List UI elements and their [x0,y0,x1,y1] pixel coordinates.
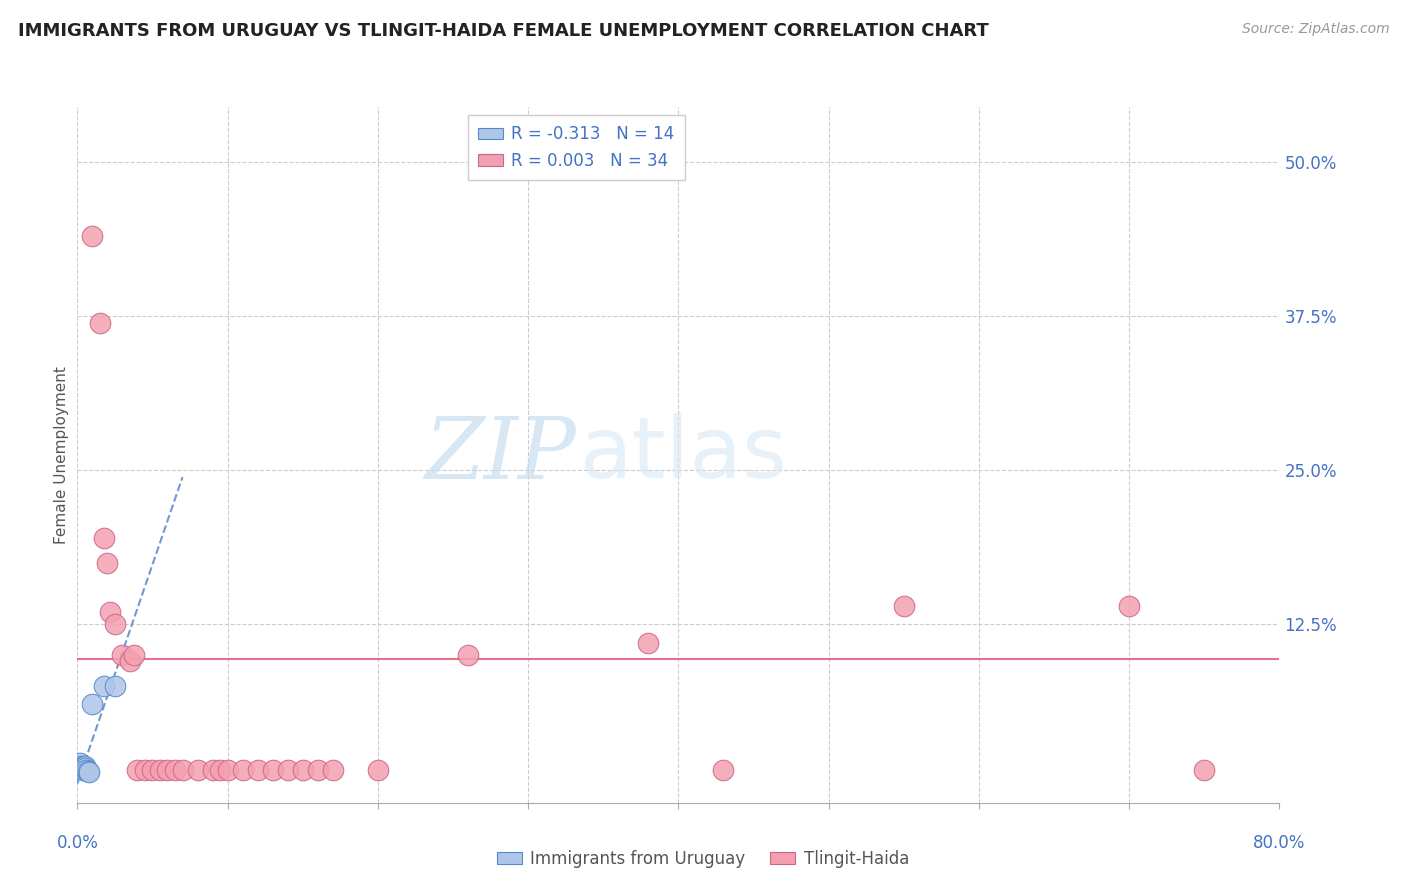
Point [104,679,127,693]
Point [75,763,97,777]
Point [118,654,141,668]
Point [246,763,269,777]
Point [291,763,314,777]
Point [127,763,149,777]
Point [262,763,284,777]
Point [82,229,104,244]
Point [186,763,209,777]
Y-axis label: Female Unemployment: Female Unemployment [53,366,69,544]
Point [70,761,93,775]
Point [72,760,94,774]
Point [93,679,115,693]
Point [172,763,194,777]
Point [93,531,115,545]
Point [69,759,91,773]
Point [79,764,101,779]
Point [134,763,156,777]
Legend: Immigrants from Uruguay, Tlingit-Haida: Immigrants from Uruguay, Tlingit-Haida [491,844,915,875]
Point [76,764,98,778]
Legend: R = -0.313   N = 14, R = 0.003   N = 34: R = -0.313 N = 14, R = 0.003 N = 34 [468,115,685,179]
Point [141,763,163,777]
Point [322,763,344,777]
Text: 80.0%: 80.0% [1253,834,1306,852]
Text: 0.0%: 0.0% [56,834,98,852]
Point [156,763,179,777]
Text: IMMIGRANTS FROM URUGUAY VS TLINGIT-HAIDA FEMALE UNEMPLOYMENT CORRELATION CHART: IMMIGRANTS FROM URUGUAY VS TLINGIT-HAIDA… [18,22,988,40]
Point [1194,763,1216,777]
Point [72,763,94,777]
Point [209,763,232,777]
Point [893,599,915,613]
Point [89,316,111,330]
Point [307,763,329,777]
Point [457,648,479,662]
Point [73,759,96,773]
Point [124,648,146,662]
Point [104,617,127,632]
Point [367,763,389,777]
Point [96,556,118,570]
Point [713,763,735,777]
Point [277,763,299,777]
Point [73,761,96,775]
Point [70,759,93,773]
Point [69,756,91,771]
Point [217,763,239,777]
Point [232,763,254,777]
Point [111,648,134,662]
Text: atlas: atlas [579,413,787,497]
Point [82,698,104,712]
Point [637,636,659,650]
Point [201,763,224,777]
Point [163,763,186,777]
Text: ZIP: ZIP [425,414,576,496]
Point [149,763,172,777]
Point [1118,599,1140,613]
Point [100,605,122,619]
Text: Source: ZipAtlas.com: Source: ZipAtlas.com [1241,22,1389,37]
